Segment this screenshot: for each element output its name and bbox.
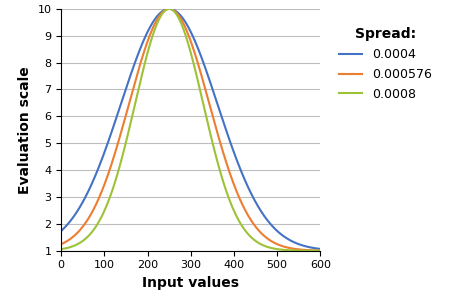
0.0004 [185,24,190,27]
0.000576 [310,249,316,252]
0.0008 [317,249,323,253]
0.000576 [185,30,190,34]
Y-axis label: Evaluation scale: Evaluation scale [18,66,32,194]
0.0008 [310,249,316,253]
0.0004 [310,246,316,250]
Line: 0.0008: 0.0008 [61,9,320,251]
0.0004 [317,247,323,251]
0.000576 [310,249,316,252]
0.0008 [185,39,190,42]
0.0004 [178,14,183,17]
0.000576 [58,242,64,246]
0.000576 [262,235,268,239]
0.0004 [58,229,64,233]
0.0008 [72,244,77,248]
0.0008 [262,245,268,248]
0.000576 [317,249,323,252]
X-axis label: Input values: Input values [142,276,239,290]
0.000576 [72,234,77,237]
Line: 0.0004: 0.0004 [61,9,320,249]
0.0004 [310,246,316,250]
Legend: 0.0004, 0.000576, 0.0008: 0.0004, 0.000576, 0.0008 [340,27,432,101]
0.0004 [262,216,268,219]
0.0004 [166,7,172,11]
0.0008 [178,20,183,24]
0.0008 [310,249,316,253]
0.0004 [72,214,77,217]
0.000576 [178,17,183,20]
Line: 0.000576: 0.000576 [61,9,320,250]
0.000576 [166,7,172,11]
0.0008 [166,7,172,11]
0.0008 [58,247,64,251]
